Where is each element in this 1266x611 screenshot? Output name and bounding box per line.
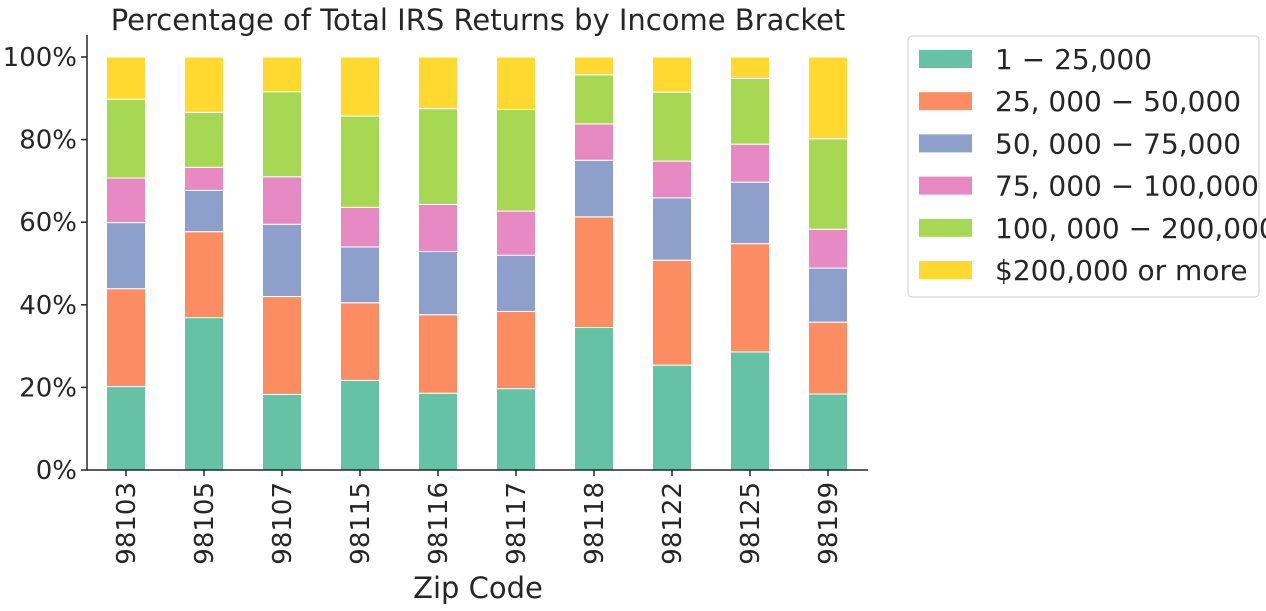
y-tick-label: 0% [36, 456, 77, 486]
legend-label: $200,000 or more [995, 254, 1248, 287]
legend-swatch [919, 176, 972, 195]
legend-swatch [919, 261, 972, 279]
x-axis-ticks: 98103 98105 98107 98115 98116 98117 98118 98122… [112, 470, 844, 565]
bar-segment-98103-s2 [106, 222, 146, 290]
bar-segment-98107-s2 [262, 223, 302, 298]
bar-segment-98199-s3 [808, 228, 848, 269]
bar-segment-98117-s5 [496, 56, 536, 110]
x-tick-label: 98116 [424, 482, 454, 565]
legend-label: 1 − 25,000 [995, 43, 1152, 76]
bar-segment-98118-s2 [574, 159, 614, 218]
y-tick-label: 80% [19, 126, 77, 156]
bar-segment-98103-s4 [106, 98, 146, 179]
bar-segment-98122-s5 [652, 56, 692, 93]
x-tick-label: 98103 [112, 482, 142, 565]
bar-segment-98115-s1 [340, 302, 380, 381]
bar-segment-98117-s0 [496, 388, 536, 471]
bar-segment-98118-s0 [574, 327, 614, 471]
x-tick-label: 98107 [268, 482, 298, 565]
bar-segment-98103-s1 [106, 288, 146, 388]
bar-segment-98116-s0 [418, 392, 458, 471]
bar-segment-98105-s2 [184, 189, 224, 233]
bar-segment-98117-s3 [496, 210, 536, 256]
bar-segment-98122-s0 [652, 364, 692, 471]
bar-segment-98107-s5 [262, 56, 302, 93]
legend-label: 75, 000 − 100,000 [995, 170, 1259, 203]
bar-segment-98122-s4 [652, 91, 692, 162]
legend-label: 25, 000 − 50,000 [995, 85, 1241, 118]
bar-segment-98199-s0 [808, 393, 848, 471]
bar-segment-98199-s5 [808, 56, 848, 140]
bar-segment-98103-s3 [106, 177, 146, 224]
y-tick-label: 60% [19, 208, 77, 238]
bar-segment-98122-s3 [652, 160, 692, 199]
bar-segment-98125-s3 [730, 143, 770, 183]
bar-segment-98116-s4 [418, 108, 458, 205]
bar-segment-98105-s4 [184, 111, 224, 168]
bar-segment-98105-s5 [184, 56, 224, 113]
bar-segment-98116-s1 [418, 314, 458, 394]
bar-segment-98125-s1 [730, 243, 770, 353]
bar-segment-98116-s3 [418, 203, 458, 253]
x-axis-label: Zip Code [413, 571, 543, 605]
x-tick-label: 98125 [736, 482, 766, 565]
bar-segment-98122-s1 [652, 259, 692, 366]
y-tick-label: 100% [3, 43, 77, 73]
bar-segment-98105-s3 [184, 166, 224, 191]
bar-segment-98118-s5 [574, 56, 614, 76]
bar-segment-98118-s4 [574, 74, 614, 125]
bar-segment-98115-s3 [340, 206, 380, 248]
legend-frame [907, 35, 1260, 298]
bar-segment-98105-s0 [184, 317, 224, 471]
bar-segment-98199-s2 [808, 267, 848, 323]
bar-segment-98115-s5 [340, 56, 380, 117]
bar-segment-98125-s5 [730, 56, 770, 79]
legend-swatch [919, 134, 972, 153]
bar-segment-98103-s5 [106, 56, 146, 100]
bar-segment-98125-s2 [730, 181, 770, 245]
legend-swatch [919, 50, 972, 68]
bar-segment-98103-s0 [106, 386, 146, 471]
y-axis-ticks: 0% 20% 40% 60% 80% 100% [3, 43, 87, 486]
bar-segment-98125-s0 [730, 351, 770, 471]
bar-segment-98122-s2 [652, 197, 692, 261]
legend-swatch [919, 218, 972, 237]
y-tick-label: 20% [19, 373, 77, 403]
bar-segment-98116-s5 [418, 56, 458, 110]
legend: 1 − 25,000 25, 000 − 50,000 50, 000 − 75,0… [907, 35, 1266, 298]
x-tick-label: 98122 [658, 482, 688, 565]
bars-group [106, 56, 848, 471]
bar-segment-98107-s4 [262, 91, 302, 178]
x-tick-label: 98117 [502, 482, 532, 565]
x-tick-label: 98105 [190, 482, 220, 565]
bar-segment-98115-s2 [340, 246, 380, 304]
bar-segment-98125-s4 [730, 77, 770, 145]
chart-title: Percentage of Total IRS Returns by Incom… [111, 3, 846, 37]
bar-segment-98118-s3 [574, 123, 614, 161]
bar-segment-98107-s3 [262, 176, 302, 225]
bar-segment-98107-s0 [262, 393, 302, 471]
bar-segment-98117-s2 [496, 254, 536, 312]
bar-segment-98117-s1 [496, 310, 536, 390]
bar-segment-98107-s1 [262, 296, 302, 395]
y-tick-label: 40% [19, 291, 77, 321]
bar-segment-98118-s1 [574, 216, 614, 329]
bar-segment-98105-s1 [184, 231, 224, 319]
bar-segment-98199-s1 [808, 321, 848, 395]
legend-label: 50, 000 − 75,000 [995, 127, 1241, 160]
x-tick-label: 98115 [346, 482, 376, 565]
x-tick-label: 98118 [580, 482, 610, 565]
bar-segment-98117-s4 [496, 108, 536, 212]
bar-segment-98115-s4 [340, 115, 380, 208]
bar-segment-98116-s2 [418, 251, 458, 316]
x-tick-label: 98199 [814, 482, 844, 565]
legend-label: 100, 000 − 200,000 [995, 212, 1266, 245]
bar-segment-98115-s0 [340, 379, 380, 471]
bar-segment-98199-s4 [808, 138, 848, 230]
legend-swatch [919, 92, 972, 111]
